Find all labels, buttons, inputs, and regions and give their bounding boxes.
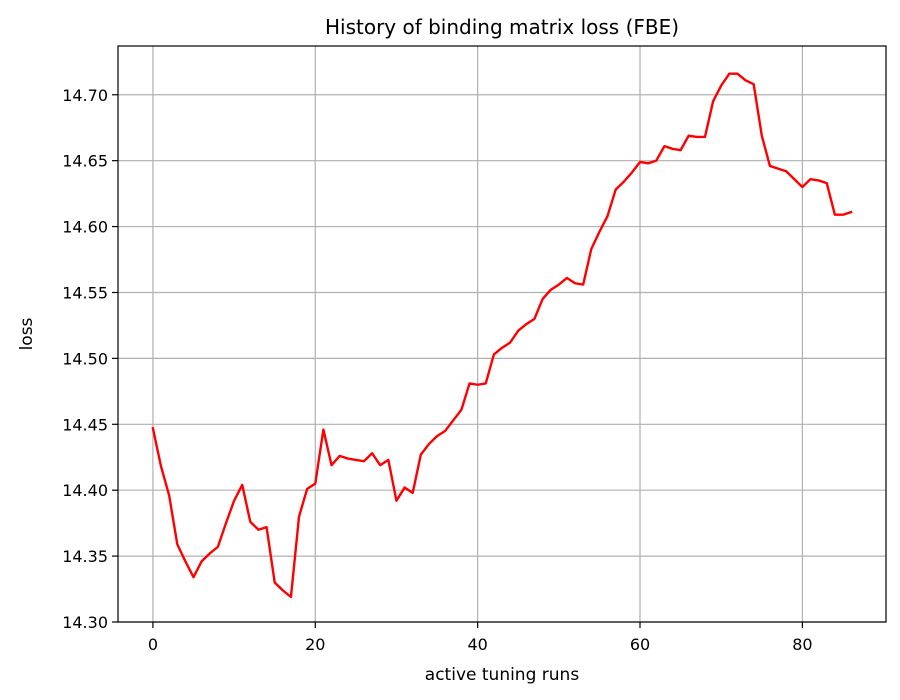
- y-axis-label: loss: [17, 317, 37, 350]
- y-tick-label: 14.60: [62, 218, 108, 237]
- x-tick-label: 20: [305, 635, 325, 654]
- axis-ticks: 0 20 40 60 80 14.30 14.35 14.40 14.45 14.50 14.55 1…: [62, 86, 812, 654]
- x-tick-label: 40: [467, 635, 487, 654]
- x-axis-label: active tuning runs: [425, 665, 580, 685]
- series-layer: [151, 72, 853, 599]
- y-tick-label: 14.40: [62, 481, 108, 500]
- y-tick-label: 14.45: [62, 415, 108, 434]
- series-line: [151, 72, 853, 599]
- y-tick-label: 14.65: [62, 152, 108, 171]
- y-tick-label: 14.50: [62, 349, 108, 368]
- plot-frame: [117, 45, 887, 623]
- x-tick-label: 0: [148, 635, 158, 654]
- x-tick-label: 80: [792, 635, 812, 654]
- y-tick-label: 14.35: [62, 547, 108, 566]
- y-tick-label: 14.30: [62, 613, 108, 632]
- y-tick-label: 14.70: [62, 86, 108, 105]
- y-tick-label: 14.55: [62, 283, 108, 302]
- x-tick-label: 60: [630, 635, 650, 654]
- chart-title: History of binding matrix loss (FBE): [325, 15, 679, 39]
- grid-lines: [118, 46, 886, 623]
